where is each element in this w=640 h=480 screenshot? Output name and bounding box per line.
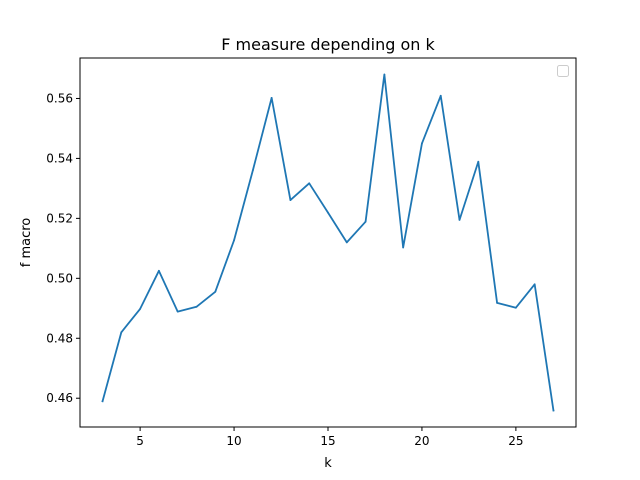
data-point bbox=[364, 220, 367, 223]
data-point bbox=[101, 400, 104, 403]
data-point bbox=[270, 96, 273, 99]
data-point bbox=[233, 239, 235, 242]
x-tick-label: 25 bbox=[508, 434, 523, 448]
x-tick-label: 20 bbox=[414, 434, 429, 448]
data-point bbox=[477, 160, 480, 163]
data-point bbox=[421, 142, 423, 145]
data-point bbox=[176, 310, 179, 313]
data-point bbox=[402, 246, 405, 249]
data-point bbox=[214, 290, 217, 293]
x-tick-label: 10 bbox=[226, 434, 241, 448]
axis-ticks: 5 10 15 20 25 0.46 0.48 0.50 0.52 0.54 0.56 bbox=[46, 91, 523, 448]
y-axis-label: f macro bbox=[19, 218, 34, 268]
plot-area-frame bbox=[79, 57, 577, 428]
data-point bbox=[251, 169, 254, 172]
y-tick-label: 0.56 bbox=[46, 91, 73, 105]
y-tick-label: 0.46 bbox=[46, 391, 73, 405]
x-tick-label: 15 bbox=[320, 434, 335, 448]
data-point bbox=[345, 241, 348, 244]
data-point bbox=[139, 307, 142, 310]
data-point bbox=[195, 305, 198, 308]
data-point bbox=[308, 182, 311, 185]
data-point bbox=[496, 302, 498, 304]
y-tick-label: 0.48 bbox=[46, 331, 73, 345]
data-point bbox=[552, 409, 555, 412]
data-point bbox=[458, 218, 461, 221]
legend-box bbox=[557, 65, 569, 77]
data-point bbox=[120, 331, 123, 334]
data-point bbox=[439, 94, 442, 97]
y-tick-label: 0.50 bbox=[46, 271, 73, 285]
data-point bbox=[289, 199, 292, 201]
series-layer bbox=[101, 73, 555, 412]
chart-title: F measure depending on k bbox=[221, 35, 435, 54]
data-point bbox=[533, 283, 536, 286]
y-tick-label: 0.52 bbox=[46, 211, 73, 225]
data-point bbox=[383, 73, 386, 76]
data-point bbox=[158, 269, 160, 272]
x-axis-label: k bbox=[324, 456, 332, 471]
x-tick-label: 5 bbox=[136, 434, 144, 448]
data-point bbox=[514, 306, 517, 309]
y-tick-label: 0.54 bbox=[46, 151, 73, 165]
data-point bbox=[327, 211, 329, 214]
